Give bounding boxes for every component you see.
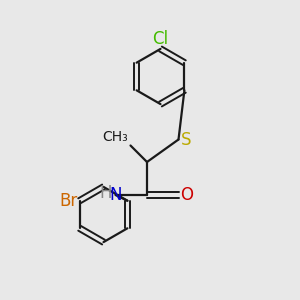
Text: O: O: [181, 186, 194, 204]
Text: Cl: Cl: [152, 30, 169, 48]
Text: Br: Br: [59, 192, 77, 210]
Text: H: H: [99, 184, 112, 202]
Text: N: N: [109, 186, 122, 204]
Text: CH₃: CH₃: [102, 130, 128, 144]
Text: S: S: [181, 131, 191, 149]
